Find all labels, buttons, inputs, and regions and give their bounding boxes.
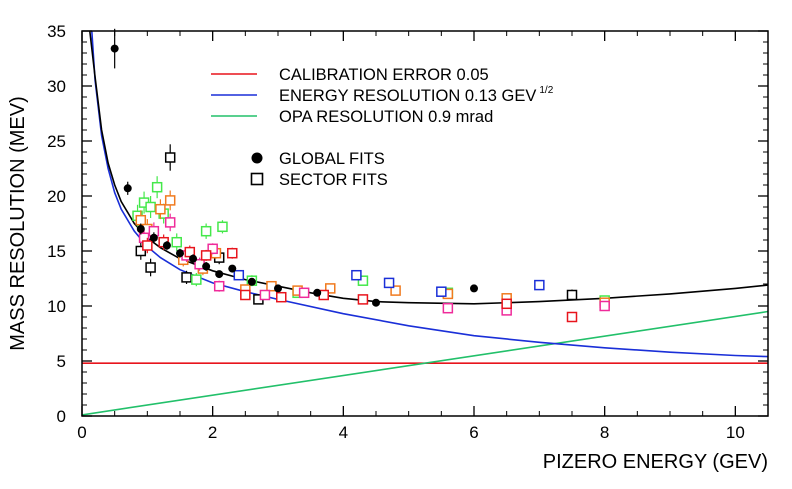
y-tick-label: 35 [47, 22, 66, 41]
legend-sector-marker [250, 172, 264, 186]
points-layer [110, 28, 610, 323]
sector-fit-point [351, 269, 362, 281]
legend-calibration-label: CALIBRATION ERROR 0.05 [279, 66, 489, 84]
curve-total [89, 31, 768, 305]
global-fit-point [228, 264, 237, 273]
global-fit-point [202, 262, 211, 271]
legend-opa-label: OPA RESOLUTION 0.9 mrad [279, 108, 493, 126]
sector-fit-point [436, 286, 447, 297]
y-tick-label: 20 [47, 187, 66, 206]
sector-fit-point [207, 243, 218, 255]
ticks-layer: 0 2 4 6 8 10 0 5 10 15 20 25 30 35 [47, 22, 768, 442]
legend-energy-label-sup: 1/2 [539, 85, 553, 96]
sector-fit-point [383, 277, 395, 289]
sector-fit-point [200, 225, 212, 237]
sector-fit-point [390, 285, 401, 296]
curve-energy [91, 31, 768, 358]
sector-fit-point [213, 280, 225, 292]
sector-fit-point [442, 302, 454, 314]
sector-fit-point [181, 272, 192, 283]
sector-fit-point [142, 240, 153, 251]
sector-fit-point [171, 236, 182, 248]
sector-fit-point [534, 279, 545, 291]
y-tick-label: 30 [47, 77, 66, 96]
sector-fit-point [164, 152, 176, 163]
sector-fit-point [566, 289, 578, 301]
x-tick-label: 10 [726, 423, 745, 442]
sector-fit-point [164, 195, 176, 206]
curves-layer [82, 31, 768, 416]
y-tick-label: 0 [57, 407, 66, 426]
sector-fit-point [357, 294, 369, 305]
x-tick-label: 0 [77, 423, 86, 442]
x-axis-title: PIZERO ENERGY (GEV) [543, 451, 768, 473]
global-fit-point [274, 284, 282, 293]
legend-energy-label-main: ENERGY RESOLUTION 0.13 GEV [279, 87, 536, 105]
global-fit-point [470, 284, 478, 293]
sector-fit-point [599, 300, 610, 312]
x-tick-label: 2 [208, 423, 217, 442]
global-fit-point [313, 288, 322, 297]
global-fit-point [372, 298, 380, 307]
global-fit-point [123, 184, 132, 193]
y-tick-label: 15 [47, 242, 66, 261]
sector-fit-point [227, 247, 238, 259]
sector-fit-point [191, 274, 202, 285]
legend-energy-label: ENERGY RESOLUTION 0.13 GEV 1/2 [279, 85, 554, 105]
sector-fit-point [164, 217, 176, 228]
y-tick-label: 10 [47, 297, 66, 316]
sector-fit-point [566, 311, 578, 323]
legend: CALIBRATION ERROR 0.05 ENERGY RESOLUTION… [211, 66, 554, 189]
sector-fit-point [145, 262, 156, 273]
sector-fit-point [135, 245, 147, 257]
global-fit-point [136, 225, 145, 233]
y-tick-label: 5 [57, 352, 66, 371]
x-tick-label: 6 [469, 423, 478, 442]
sector-fit-point [298, 287, 310, 299]
plot-frame [81, 30, 769, 417]
sector-fit-point [325, 283, 336, 294]
x-tick-label: 4 [339, 423, 348, 442]
x-tick-label: 8 [600, 423, 609, 442]
global-fit-point [149, 233, 158, 242]
sector-fit-point [145, 201, 156, 213]
global-fit-point [247, 277, 256, 286]
sector-fit-point [217, 221, 228, 233]
global-fit-point [215, 270, 224, 279]
curve-opa [82, 310, 768, 416]
sector-fit-point [135, 214, 147, 226]
sector-fit-point [259, 289, 271, 301]
global-fit-point [189, 254, 198, 263]
sector-fit-point [357, 275, 369, 286]
sector-fit-point [151, 181, 163, 193]
sector-fit-point [200, 250, 212, 261]
legend-global-label: GLOBAL FITS [279, 150, 385, 168]
y-axis-title: MASS RESOLUTION (MEV) [7, 96, 29, 350]
sector-fit-point [276, 291, 287, 303]
legend-global-marker [251, 152, 263, 164]
global-fit-point [110, 44, 119, 53]
legend-sector-label: SECTOR FITS [279, 171, 388, 189]
sector-fit-point [240, 289, 251, 301]
global-fit-point [162, 241, 171, 250]
sector-fit-point [155, 203, 166, 215]
sector-fit-point [233, 269, 245, 281]
global-fit-point [176, 249, 184, 258]
sector-fit-point [501, 298, 512, 310]
y-axis-title-group: MASS RESOLUTION (MEV) [7, 96, 29, 350]
y-tick-label: 25 [47, 132, 66, 151]
